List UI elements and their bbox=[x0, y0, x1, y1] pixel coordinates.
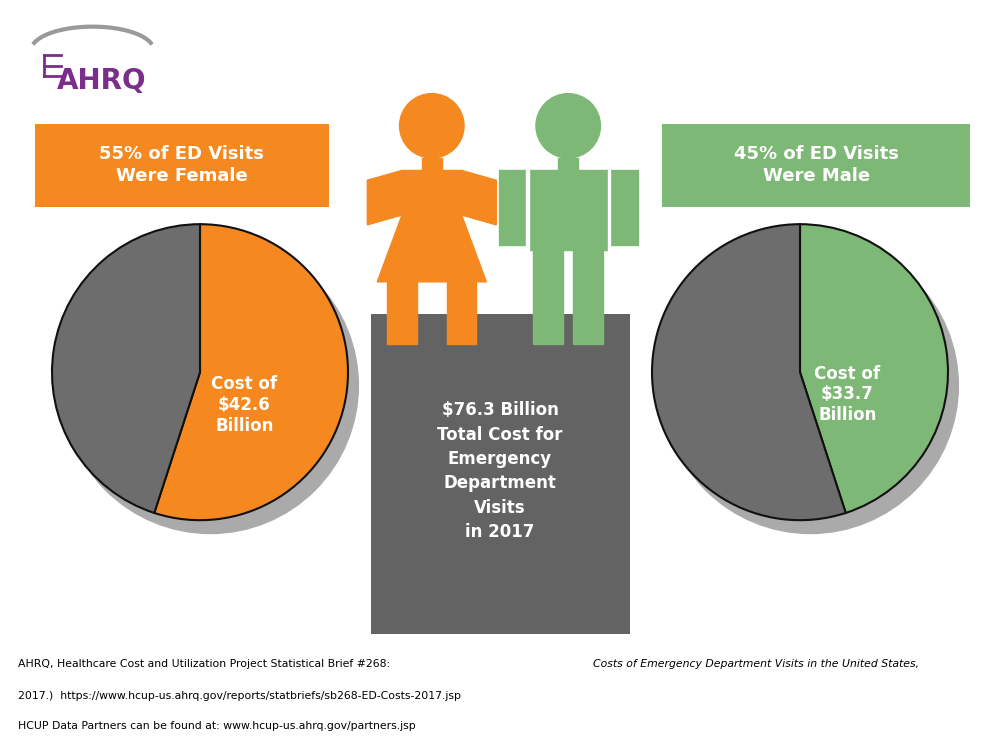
Text: HCUP Data Partners can be found at: www.hcup-us.ahrq.gov/partners.jsp: HCUP Data Partners can be found at: www.… bbox=[18, 721, 416, 731]
Polygon shape bbox=[526, 170, 529, 250]
Text: AHRQ, Healthcare Cost and Utilization Project Statistical Brief #268:: AHRQ, Healthcare Cost and Utilization Pr… bbox=[18, 659, 393, 669]
Text: AHRQ: AHRQ bbox=[56, 67, 146, 95]
Polygon shape bbox=[499, 170, 526, 245]
Text: Cost of
$33.7
Billion: Cost of $33.7 Billion bbox=[814, 365, 880, 425]
Polygon shape bbox=[447, 282, 476, 343]
FancyBboxPatch shape bbox=[34, 124, 328, 207]
Text: Costs of Emergency Department Visits in the United States,: Costs of Emergency Department Visits in … bbox=[593, 659, 919, 669]
Polygon shape bbox=[533, 250, 563, 343]
Polygon shape bbox=[462, 170, 496, 225]
Text: Gender and Emergency
Department Visits: Gender and Emergency Department Visits bbox=[335, 13, 845, 97]
Text: 55% of ED Visits
Were Female: 55% of ED Visits Were Female bbox=[99, 145, 264, 185]
FancyBboxPatch shape bbox=[662, 124, 970, 207]
Polygon shape bbox=[367, 170, 402, 225]
Wedge shape bbox=[800, 224, 948, 513]
Wedge shape bbox=[154, 224, 348, 520]
Circle shape bbox=[62, 237, 358, 534]
Circle shape bbox=[400, 94, 464, 158]
Text: 45% of ED Visits
Were Male: 45% of ED Visits Were Male bbox=[734, 145, 899, 185]
Text: 2017.)  https://www.hcup-us.ahrq.gov/reports/statbriefs/sb268-ED-Costs-2017.jsp: 2017.) https://www.hcup-us.ahrq.gov/repo… bbox=[18, 691, 461, 701]
Wedge shape bbox=[652, 224, 846, 520]
Polygon shape bbox=[387, 282, 417, 343]
Polygon shape bbox=[558, 158, 578, 170]
Polygon shape bbox=[422, 158, 442, 170]
Polygon shape bbox=[529, 170, 608, 250]
Polygon shape bbox=[608, 170, 610, 250]
Polygon shape bbox=[377, 215, 486, 282]
Circle shape bbox=[536, 94, 600, 158]
Circle shape bbox=[662, 237, 958, 534]
Wedge shape bbox=[52, 224, 200, 513]
Polygon shape bbox=[402, 170, 462, 215]
Polygon shape bbox=[573, 250, 603, 343]
Text: $76.3 Billion
Total Cost for
Emergency
Department
Visits
in 2017: $76.3 Billion Total Cost for Emergency D… bbox=[437, 402, 563, 541]
Text: Cost of
$42.6
Billion: Cost of $42.6 Billion bbox=[211, 375, 277, 435]
FancyBboxPatch shape bbox=[371, 314, 630, 634]
Polygon shape bbox=[610, 170, 638, 245]
